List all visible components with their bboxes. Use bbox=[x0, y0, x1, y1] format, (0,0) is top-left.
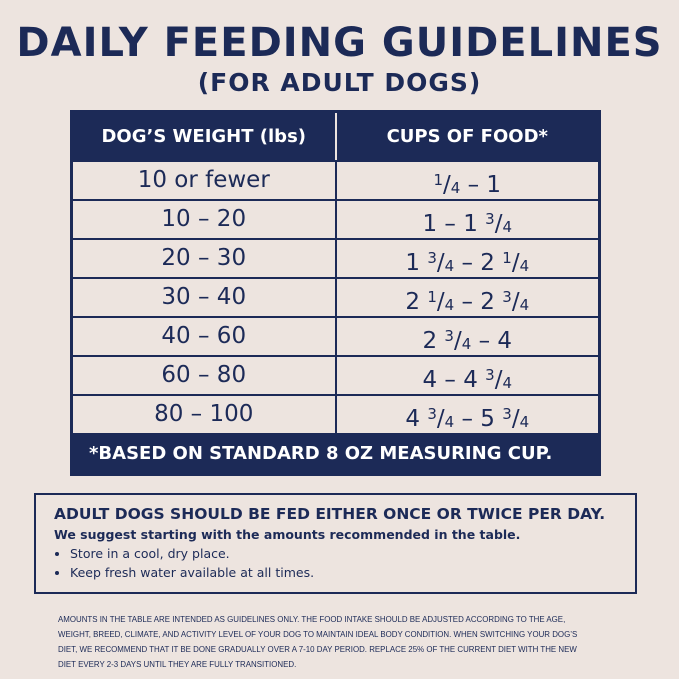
table-row: 10 or fewer 1/4 – 1 bbox=[73, 160, 598, 199]
table-row: 40 – 60 2 3/4 – 4 bbox=[73, 316, 598, 355]
cups-cell: 2 1/4 – 2 3/4 bbox=[405, 288, 530, 315]
note-intro: We suggest starting with the amounts rec… bbox=[54, 527, 521, 542]
weight-cell: 20 – 30 bbox=[73, 240, 337, 277]
cups-cell: 1 3/4 – 2 1/4 bbox=[405, 249, 530, 276]
cups-cell: 1/4 – 1 bbox=[433, 171, 502, 198]
table-row: 10 – 20 1 – 1 3/4 bbox=[73, 199, 598, 238]
weight-cell: 10 or fewer bbox=[73, 162, 337, 199]
page-title: DAILY FEEDING GUIDELINES bbox=[16, 20, 663, 66]
table-footnote: *BASED ON STANDARD 8 OZ MEASURING CUP. bbox=[73, 433, 598, 473]
cups-cell: 4 – 4 3/4 bbox=[422, 366, 513, 393]
disclaimer-text: Amounts in the table are intended as gui… bbox=[58, 614, 578, 669]
weight-cell: 80 – 100 bbox=[73, 396, 337, 433]
note-bullets: Store in a cool, dry place. Keep fresh w… bbox=[54, 546, 617, 580]
cups-cell: 2 3/4 – 4 bbox=[422, 327, 513, 354]
header-weight: DOG’S WEIGHT (lbs) bbox=[73, 113, 337, 160]
table-header: DOG’S WEIGHT (lbs) CUPS OF FOOD* bbox=[73, 113, 598, 160]
note-heading: ADULT DOGS SHOULD BE FED EITHER ONCE OR … bbox=[54, 505, 606, 523]
header-cups: CUPS OF FOOD* bbox=[386, 126, 548, 147]
note-bullet: Keep fresh water available at all times. bbox=[70, 565, 617, 580]
feeding-note-box: ADULT DOGS SHOULD BE FED EITHER ONCE OR … bbox=[34, 493, 637, 594]
table-row: 20 – 30 1 3/4 – 2 1/4 bbox=[73, 238, 598, 277]
table-row: 30 – 40 2 1/4 – 2 3/4 bbox=[73, 277, 598, 316]
weight-cell: 40 – 60 bbox=[73, 318, 337, 355]
feeding-table: DOG’S WEIGHT (lbs) CUPS OF FOOD* 10 or f… bbox=[70, 110, 601, 476]
weight-cell: 30 – 40 bbox=[73, 279, 337, 316]
table-row: 60 – 80 4 – 4 3/4 bbox=[73, 355, 598, 394]
note-bullet: Store in a cool, dry place. bbox=[70, 546, 617, 561]
cups-cell: 1 – 1 3/4 bbox=[422, 210, 513, 237]
weight-cell: 10 – 20 bbox=[73, 201, 337, 238]
page-subtitle: (FOR ADULT DOGS) bbox=[197, 68, 482, 97]
table-row: 80 – 100 4 3/4 – 5 3/4 bbox=[73, 394, 598, 433]
cups-cell: 4 3/4 – 5 3/4 bbox=[405, 405, 530, 432]
weight-cell: 60 – 80 bbox=[73, 357, 337, 394]
